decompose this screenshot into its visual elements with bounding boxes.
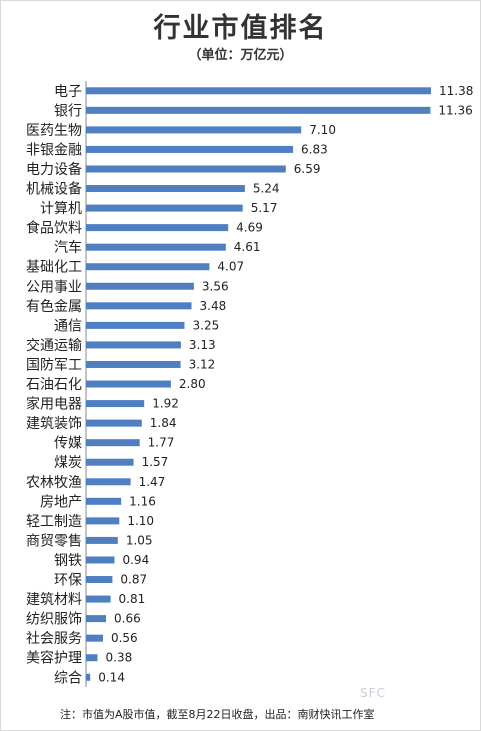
category-label: 美容护理	[26, 650, 82, 667]
value-label: 5.17	[251, 201, 278, 215]
category-label: 医药生物	[26, 123, 82, 139]
bar	[86, 243, 226, 251]
category-label: 商贸零售	[26, 533, 82, 549]
value-label: 0.87	[120, 573, 147, 587]
category-label: 轻工制造	[26, 514, 82, 530]
bar	[86, 458, 134, 466]
value-label: 1.92	[152, 397, 179, 411]
category-label: 煤炭	[54, 455, 82, 471]
category-label: 国防军工	[26, 357, 82, 373]
bar	[86, 321, 185, 329]
footnote: 注：市值为A股市值，截至8月22日收盘，出品：南财快讯工作室	[60, 708, 375, 721]
bar	[86, 341, 181, 349]
bar	[86, 263, 210, 271]
bar	[86, 185, 245, 193]
bar	[86, 556, 115, 564]
category-label: 汽车	[54, 239, 82, 256]
bar	[86, 224, 229, 232]
category-label: 建筑装饰	[26, 416, 82, 432]
category-label: 电力设备	[26, 161, 82, 178]
category-label: 电子	[54, 84, 82, 100]
value-label: 3.25	[193, 318, 220, 332]
bar	[86, 165, 286, 173]
category-label: 建筑材料	[26, 592, 82, 608]
bar	[86, 634, 103, 642]
category-label: 非银金融	[26, 142, 82, 158]
value-label: 1.47	[139, 475, 166, 489]
bar	[86, 517, 120, 525]
category-label: 农林牧渔	[26, 475, 82, 491]
category-label: 机械设备	[26, 181, 82, 198]
value-label: 1.57	[142, 455, 169, 469]
bar	[86, 654, 98, 662]
category-label: 基础化工	[26, 259, 82, 276]
value-label: 1.10	[127, 514, 154, 528]
bar	[86, 87, 431, 95]
value-label: 0.56	[111, 631, 138, 645]
bar	[86, 673, 91, 681]
category-label: 银行	[54, 103, 82, 119]
category-label: 公用事业	[26, 279, 82, 295]
bar	[86, 478, 131, 486]
category-label: 社会服务	[26, 631, 82, 647]
bar	[86, 126, 302, 134]
category-label: 通信	[54, 318, 82, 334]
chart-subtitle: （单位：万亿元）	[188, 48, 293, 63]
bar	[86, 615, 106, 623]
value-label: 2.80	[179, 377, 206, 391]
bar	[86, 536, 118, 544]
category-label: 计算机	[40, 201, 82, 217]
category-label: 综合	[54, 670, 82, 686]
category-label: 家用电器	[26, 396, 82, 413]
value-label: 0.14	[98, 670, 125, 684]
value-label: 1.16	[129, 494, 156, 508]
category-label: 石油石化	[26, 377, 82, 393]
value-label: 0.81	[119, 592, 146, 606]
value-label: 11.38	[439, 84, 473, 98]
value-label: 0.66	[114, 612, 141, 626]
bar	[86, 360, 181, 368]
bar	[86, 282, 194, 290]
watermark-logo: SFC	[360, 686, 386, 700]
value-label: 0.94	[122, 553, 149, 567]
bar	[86, 576, 113, 584]
bar	[86, 439, 140, 447]
bar	[86, 400, 145, 408]
value-label: 3.12	[189, 357, 216, 371]
value-label: 3.13	[189, 338, 216, 352]
value-label: 5.24	[253, 182, 280, 196]
value-label: 4.07	[217, 260, 244, 274]
bar	[86, 204, 243, 212]
bar	[86, 380, 171, 388]
value-label: 6.59	[294, 162, 321, 176]
category-label: 钢铁	[54, 553, 82, 569]
value-label: 1.05	[126, 533, 153, 547]
value-label: 1.84	[150, 416, 177, 430]
value-label: 3.48	[200, 299, 227, 313]
bar	[86, 302, 192, 310]
bar	[86, 497, 122, 505]
bar	[86, 419, 142, 427]
category-label: 传媒	[54, 436, 82, 452]
bar	[86, 145, 294, 153]
category-label: 房地产	[40, 494, 82, 510]
value-label: 11.36	[438, 103, 472, 117]
value-label: 1.77	[148, 436, 175, 450]
chart-title: 行业市值排名	[153, 13, 328, 44]
value-label: 4.61	[234, 240, 261, 254]
value-label: 6.83	[301, 142, 328, 156]
value-label: 3.56	[202, 279, 229, 293]
category-label: 有色金属	[26, 298, 82, 315]
bar	[86, 595, 111, 603]
category-label: 环保	[54, 573, 82, 589]
value-label: 0.38	[106, 651, 133, 665]
bar	[86, 106, 431, 114]
category-label: 纺织服饰	[26, 612, 82, 628]
value-label: 7.10	[309, 123, 336, 137]
category-label: 交通运输	[26, 337, 82, 354]
category-label: 食品饮料	[26, 220, 82, 237]
value-label: 4.69	[236, 221, 263, 235]
